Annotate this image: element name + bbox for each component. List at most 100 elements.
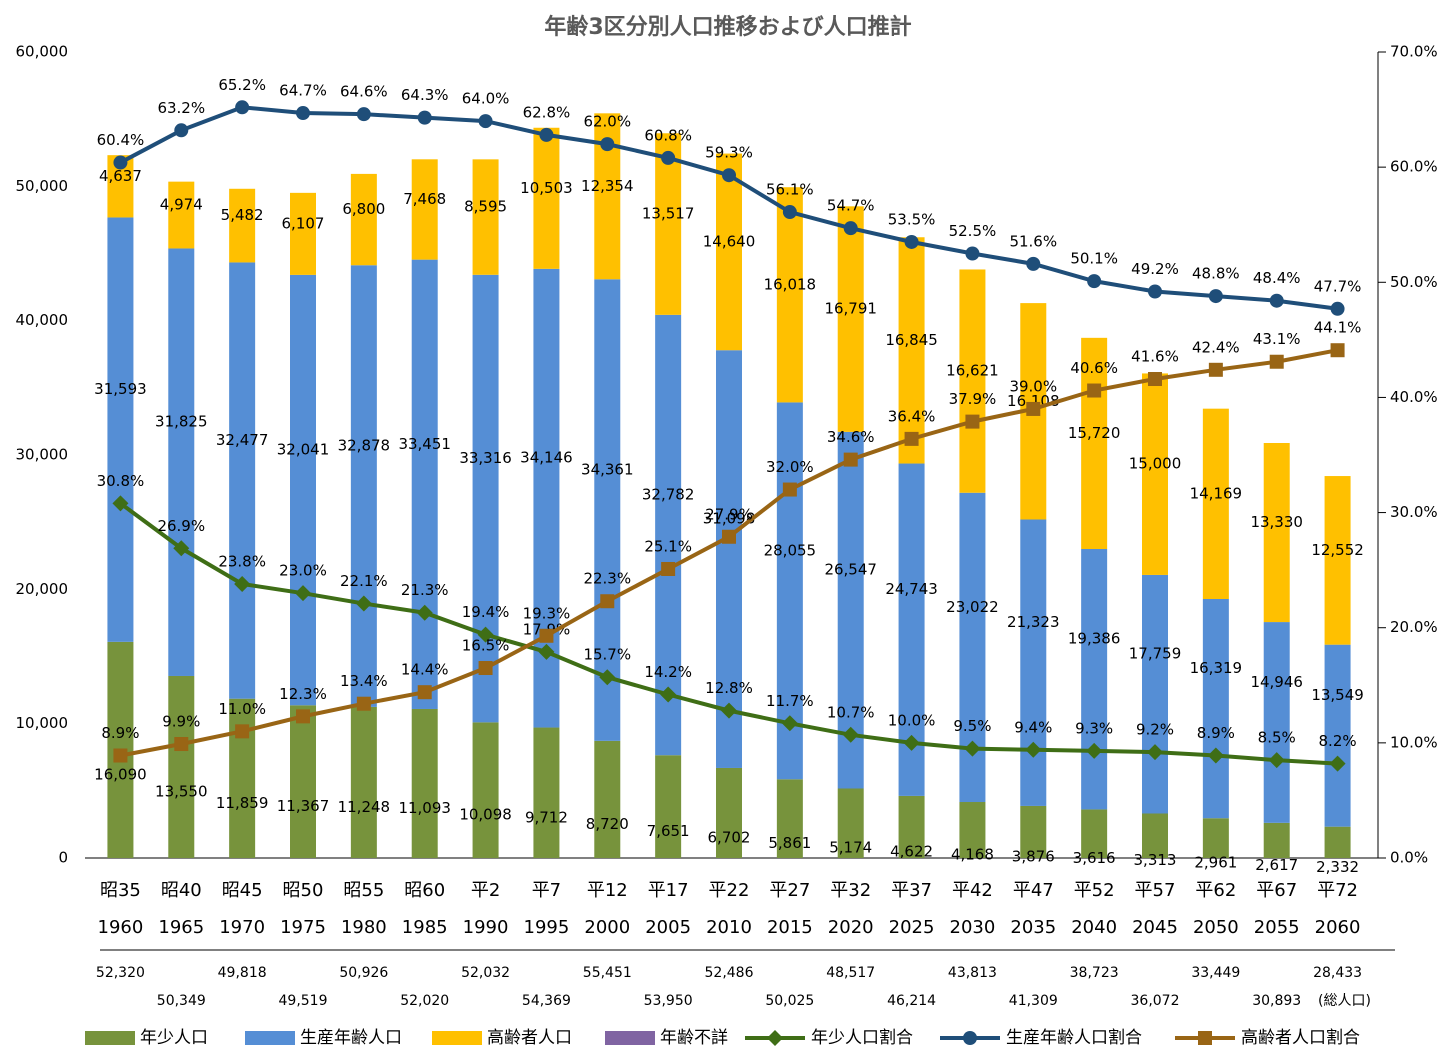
line-value-label: 26.9% — [157, 517, 205, 535]
chart-title: 年齢3区分別人口推移および人口推計 — [544, 14, 911, 40]
line-value-label: 23.0% — [279, 562, 327, 580]
total-label: 41,309 — [1009, 993, 1058, 1009]
legend-label: 年少人口割合 — [811, 1028, 913, 1048]
x-tick-year: 2055 — [1254, 917, 1300, 938]
line-value-label: 14.2% — [644, 663, 692, 681]
x-tick-year: 2010 — [706, 917, 752, 938]
bar-value-label: 16,791 — [824, 300, 877, 318]
bar-segment — [350, 265, 377, 707]
legend-swatch — [85, 1031, 135, 1045]
line-value-label: 53.5% — [888, 210, 936, 228]
bar-segment — [1020, 805, 1047, 858]
bar-segment — [290, 705, 316, 858]
bar-segment — [229, 188, 256, 263]
line-value-label: 27.9% — [705, 505, 753, 523]
line-value-label: 44.1% — [1314, 319, 1362, 337]
total-label: 52,486 — [705, 965, 754, 981]
line-value-label: 40.6% — [1070, 359, 1118, 377]
y-tick-label: 0 — [58, 849, 68, 867]
line-marker — [660, 686, 677, 703]
line-marker — [1147, 744, 1163, 761]
line-value-label: 9.5% — [953, 717, 991, 735]
legend-label: 高齢者人口割合 — [1241, 1028, 1360, 1048]
total-label: 50,025 — [765, 993, 814, 1009]
line-value-label: 36.4% — [888, 407, 936, 425]
bar-value-label: 4,637 — [99, 167, 142, 185]
bar-value-label: 11,367 — [277, 797, 330, 815]
bar-segment — [655, 314, 682, 756]
line-marker — [416, 604, 433, 621]
line-value-label: 15.7% — [583, 646, 631, 664]
bar-value-label: 15,720 — [1068, 424, 1121, 442]
line-value-label: 22.3% — [583, 570, 631, 588]
bar-segment — [776, 779, 803, 858]
x-tick-label: 平72 — [1317, 880, 1358, 901]
line-marker — [1269, 293, 1284, 308]
line-marker — [235, 100, 250, 115]
bar-segment — [229, 262, 256, 699]
bar-value-label: 6,800 — [342, 200, 385, 218]
y2-tick-label: 60.0% — [1390, 158, 1438, 176]
line-value-label: 60.8% — [644, 126, 692, 144]
y2-tick-label: 30.0% — [1390, 503, 1438, 521]
x-tick-label: 平37 — [891, 880, 932, 901]
line-marker — [1025, 741, 1042, 758]
bar-value-label: 7,468 — [403, 190, 446, 208]
line-marker — [173, 540, 190, 557]
line-marker — [174, 737, 189, 752]
bar-value-label: 32,477 — [216, 431, 269, 449]
total-label: 52,020 — [400, 993, 449, 1009]
bar-segment — [290, 192, 316, 275]
line-marker — [904, 234, 919, 249]
bar-value-label: 10,503 — [520, 179, 573, 197]
line-value-label: 19.3% — [523, 604, 571, 622]
bar-segment — [959, 269, 986, 493]
line-marker — [1148, 284, 1162, 299]
y2-tick-label: 70.0% — [1390, 43, 1438, 61]
legend-swatch — [432, 1031, 482, 1045]
bar-segment — [1324, 644, 1351, 827]
line-marker — [478, 661, 493, 676]
line-marker — [1330, 301, 1345, 316]
line-value-label: 48.4% — [1253, 269, 1301, 287]
bar-segment — [1263, 822, 1290, 858]
line-marker — [113, 748, 128, 763]
bar-value-label: 33,451 — [398, 435, 451, 453]
line-marker — [721, 702, 737, 719]
bar-segment — [655, 755, 682, 858]
total-label: 50,926 — [339, 965, 388, 981]
line-marker — [356, 696, 371, 711]
line-value-label: 60.4% — [97, 131, 145, 149]
bar-value-label: 32,782 — [642, 486, 695, 504]
line-value-label: 62.8% — [523, 103, 571, 121]
y2-tick-label: 0.0% — [1390, 849, 1428, 867]
line-marker — [538, 643, 555, 660]
x-tick-year: 1985 — [402, 917, 448, 938]
line-value-label: 52.5% — [949, 222, 997, 240]
x-tick-label: 平17 — [648, 880, 689, 901]
line-value-label: 64.7% — [279, 82, 327, 100]
line-value-label: 14.4% — [401, 661, 449, 679]
bar-value-label: 32,041 — [277, 441, 330, 459]
bar-segment — [594, 279, 621, 741]
bar-value-label: 4,622 — [890, 842, 933, 860]
bar-value-label: 12,354 — [581, 177, 634, 195]
y2-tick-label: 10.0% — [1390, 733, 1438, 751]
x-tick-year: 2005 — [645, 917, 691, 938]
line-value-label: 64.3% — [401, 86, 449, 104]
line-value-label: 65.2% — [218, 76, 266, 94]
total-label: 50,349 — [157, 993, 206, 1009]
line-value-label: 62.0% — [583, 113, 631, 131]
line-value-label: 48.8% — [1192, 265, 1240, 283]
bar-value-label: 5,861 — [768, 834, 811, 852]
bar-segment — [1263, 443, 1290, 623]
x-tick-label: 昭55 — [343, 880, 384, 901]
x-tick-label: 昭40 — [161, 880, 202, 901]
x-tick-label: 昭35 — [100, 880, 141, 901]
x-tick-year: 1995 — [524, 917, 570, 938]
x-tick-year: 1970 — [219, 917, 265, 938]
line-value-label: 9.4% — [1014, 718, 1052, 736]
bar-value-label: 12,552 — [1311, 541, 1364, 559]
line-marker — [539, 127, 554, 142]
